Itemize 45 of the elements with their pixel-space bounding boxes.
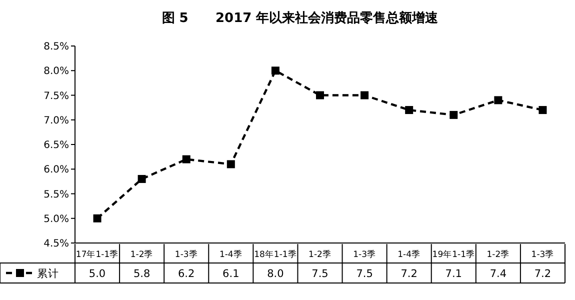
- point: [182, 155, 190, 164]
- y-tick-label: 6.0%: [44, 164, 69, 176]
- legend: 累计: [6, 268, 59, 280]
- y-tick-label: 7.5%: [44, 90, 69, 102]
- x-tick-label: 1-3季: [353, 249, 376, 260]
- point: [316, 91, 324, 100]
- x-tick-label: 1-4季: [219, 249, 242, 260]
- point: [450, 110, 458, 119]
- y-tick-label: 5.5%: [44, 189, 69, 200]
- y-tick-label: 5.0%: [44, 214, 69, 225]
- y-tick-label: 8.5%: [44, 42, 69, 52]
- point: [271, 66, 280, 75]
- y-tick-label: 4.5%: [44, 238, 69, 250]
- point: [538, 106, 547, 114]
- point: [226, 160, 235, 168]
- point: [138, 174, 146, 183]
- y-tick-label: 7.0%: [44, 115, 69, 126]
- x-tick-label: 19年1-1季: [432, 249, 475, 260]
- point: [360, 91, 369, 100]
- data-label: 8.0: [267, 268, 284, 280]
- data-label: 5.8: [133, 268, 150, 280]
- point: [93, 214, 102, 222]
- x-tick-label: 1-4季: [398, 249, 421, 260]
- chart-title: 图 5 2017 年以来社会消费品零售总额增速: [162, 10, 440, 26]
- y-tick-label: 8.0%: [44, 66, 69, 78]
- point: [494, 96, 502, 104]
- data-label: 7.2: [534, 268, 552, 280]
- data-label: 5.0: [88, 268, 106, 280]
- data-label: 7.1: [445, 268, 462, 280]
- x-tick-label: 17年1-1季: [76, 249, 119, 260]
- data-label: 7.4: [490, 268, 507, 280]
- data-label: 7.2: [400, 268, 418, 280]
- x-tick-label: 1-3季: [174, 249, 198, 260]
- x-tick-label: 1-2季: [486, 249, 510, 260]
- point: [405, 106, 414, 114]
- data-label: 7.5: [312, 268, 328, 280]
- x-tick-label: 1-3季: [531, 249, 554, 260]
- x-tick-label: 1-2季: [130, 249, 154, 260]
- data-label: 6.2: [178, 268, 195, 280]
- legend-label: 累计: [37, 267, 59, 280]
- x-tick-label: 1-2季: [308, 249, 332, 260]
- x-tick-label: 18年1-1季: [254, 249, 297, 260]
- data-label: 7.5: [356, 268, 373, 280]
- data-label: 6.1: [222, 268, 240, 280]
- y-tick-label: 6.5%: [44, 140, 69, 151]
